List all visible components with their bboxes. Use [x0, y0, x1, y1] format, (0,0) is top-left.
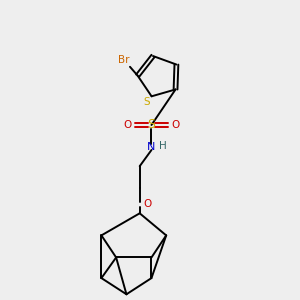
Text: H: H	[159, 141, 167, 151]
Text: O: O	[143, 200, 151, 209]
Text: N: N	[146, 142, 155, 152]
Text: Br: Br	[118, 55, 129, 65]
Text: O: O	[171, 120, 179, 130]
Text: O: O	[124, 120, 132, 130]
Text: S: S	[148, 118, 155, 131]
Text: S: S	[144, 97, 151, 106]
